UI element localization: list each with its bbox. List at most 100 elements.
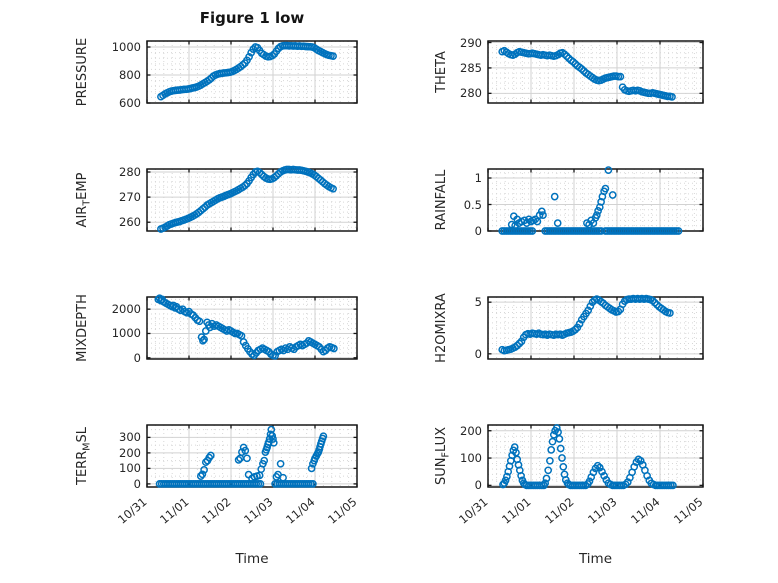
y-tick-labels: 0 100 200 300 bbox=[95, 425, 141, 491]
data-point bbox=[584, 306, 593, 315]
y-axis-label-terr-msl: TERRMSL bbox=[73, 386, 93, 526]
data-point bbox=[555, 435, 564, 443]
data-point bbox=[616, 72, 625, 81]
data-point bbox=[562, 52, 571, 61]
y-tick-label: 0.5 bbox=[463, 197, 482, 212]
y-tick-labels: 0 1000 2000 bbox=[95, 297, 141, 365]
y-tick-label: 100 bbox=[460, 451, 482, 466]
data-point bbox=[593, 461, 602, 470]
y-tick-label: 0 bbox=[474, 346, 482, 361]
plot-svg-rainfall bbox=[487, 166, 704, 235]
data-point bbox=[269, 438, 278, 447]
data-point bbox=[271, 351, 279, 360]
data-point bbox=[600, 471, 608, 480]
data-point bbox=[513, 341, 522, 350]
subplot-sun-flux: SUNFLUX 0 100 200 bbox=[434, 424, 704, 492]
data-point bbox=[589, 468, 598, 477]
data-point bbox=[501, 476, 510, 485]
data-point bbox=[541, 479, 550, 488]
data-point bbox=[268, 432, 277, 440]
data-point bbox=[559, 462, 568, 471]
data-point bbox=[614, 307, 623, 316]
data-point bbox=[533, 217, 542, 226]
subplot-rainfall: RAINFALL 0 0.5 1 bbox=[434, 166, 704, 238]
data-point bbox=[309, 480, 317, 488]
data-point bbox=[636, 456, 645, 465]
data-point bbox=[515, 339, 524, 348]
data-point bbox=[245, 52, 253, 61]
x-tick-labels-right: 10/31 11/01 11/02 11/03 11/04 11/05 bbox=[456, 489, 705, 539]
subplot-theta: THETA 280 285 290 bbox=[434, 36, 704, 104]
y-tick-label: 0 bbox=[133, 350, 141, 365]
y-tick-label: 280 bbox=[119, 165, 141, 180]
data-point bbox=[539, 211, 547, 219]
y-tick-labels: 600 800 1000 bbox=[95, 40, 141, 110]
data-point bbox=[279, 473, 287, 482]
plot-axes-theta bbox=[480, 33, 711, 115]
x-tick-labels-left: 10/31 11/01 11/02 11/03 11/04 11/05 bbox=[115, 489, 359, 539]
data-point bbox=[528, 227, 537, 235]
y-tick-label: 600 bbox=[119, 96, 141, 110]
data-point bbox=[330, 344, 338, 353]
data-point bbox=[668, 93, 676, 101]
y-tick-label: 0 bbox=[474, 224, 482, 238]
data-point bbox=[571, 325, 580, 334]
data-point bbox=[621, 480, 630, 489]
plot-svg-mixdepth bbox=[146, 294, 358, 360]
data-point bbox=[269, 435, 277, 443]
data-point bbox=[547, 446, 556, 454]
y-axis-label-air-temp: AIRTEMP bbox=[73, 130, 93, 270]
y-tick-label: 1000 bbox=[111, 326, 141, 341]
plot-axes-terr-msl bbox=[139, 417, 365, 499]
y-tick-label: 200 bbox=[119, 445, 141, 460]
data-point bbox=[507, 220, 516, 229]
data-point bbox=[594, 207, 602, 215]
y-tick-labels: 260 270 280 bbox=[95, 165, 141, 231]
data-point bbox=[592, 211, 601, 219]
y-tick-labels: 0 100 200 bbox=[436, 424, 482, 493]
plot-svg-sun-flux bbox=[487, 424, 704, 490]
data-point bbox=[558, 454, 566, 462]
data-point bbox=[236, 454, 245, 463]
y-label-text: SL bbox=[75, 427, 90, 443]
x-axis-label-right: Time bbox=[578, 551, 613, 567]
data-point bbox=[548, 437, 557, 446]
data-point bbox=[575, 320, 584, 328]
data-point bbox=[195, 317, 204, 326]
y-tick-label: 285 bbox=[460, 60, 482, 75]
data-point bbox=[198, 470, 207, 479]
data-point bbox=[552, 424, 561, 432]
data-point bbox=[200, 466, 208, 474]
y-label-text: EMP bbox=[75, 172, 90, 200]
data-point bbox=[544, 466, 553, 475]
subplot-pressure: PRESSURE 600 800 1000 bbox=[75, 38, 358, 110]
data-point bbox=[234, 456, 243, 464]
data-point bbox=[550, 192, 559, 201]
subplot-mixdepth: MIXDEPTH 0 1000 2000 bbox=[75, 294, 358, 365]
data-point bbox=[255, 168, 264, 177]
data-point bbox=[241, 181, 249, 190]
data-point bbox=[517, 337, 526, 346]
data-point bbox=[531, 215, 540, 224]
data-point bbox=[256, 480, 265, 488]
y-tick-labels: 0 0.5 1 bbox=[436, 169, 482, 238]
y-tick-label: 290 bbox=[460, 35, 482, 50]
y-label-subscript: T bbox=[81, 199, 93, 206]
plot-axes-mixdepth bbox=[139, 289, 365, 371]
data-point bbox=[512, 448, 520, 457]
x-axis-label-left: Time bbox=[235, 551, 269, 567]
data-point bbox=[586, 302, 595, 311]
data-point bbox=[604, 166, 613, 174]
data-point bbox=[546, 456, 554, 465]
data-point bbox=[569, 57, 577, 66]
data-point bbox=[553, 219, 562, 227]
data-point bbox=[503, 472, 511, 481]
y-tick-label: 280 bbox=[460, 86, 482, 101]
data-point bbox=[260, 456, 269, 465]
data-point bbox=[537, 207, 546, 216]
y-tick-label: 270 bbox=[119, 190, 141, 205]
y-tick-label: 1000 bbox=[111, 40, 141, 55]
